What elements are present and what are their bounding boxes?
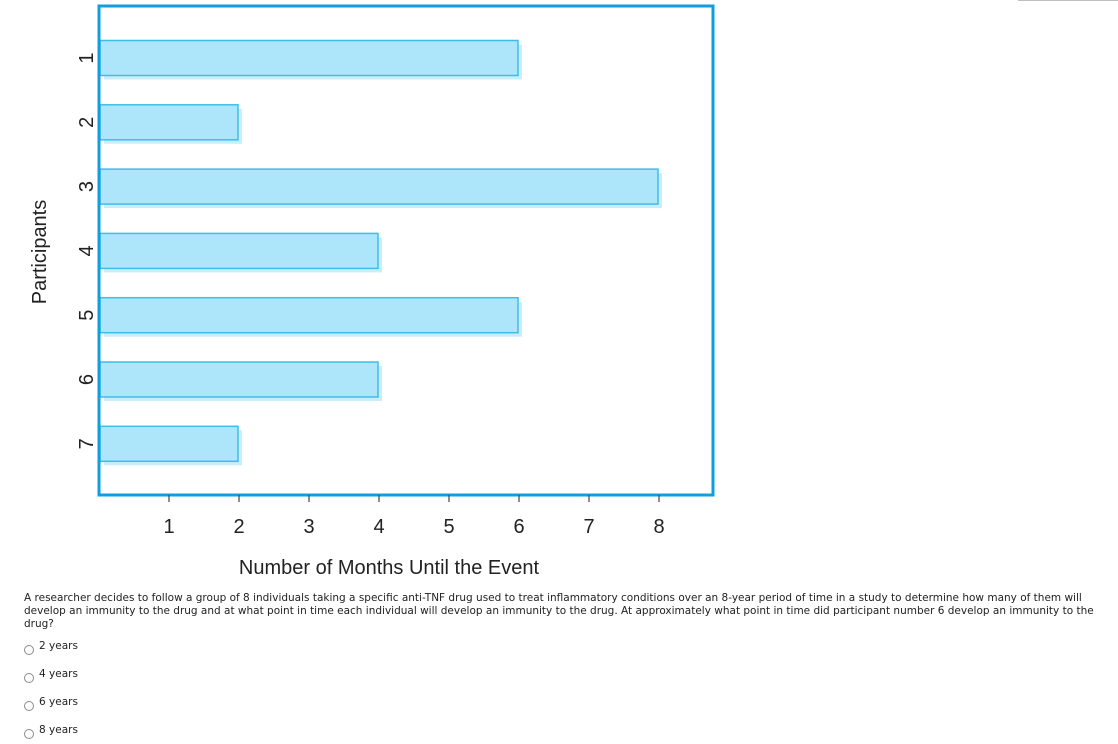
radio-button[interactable] (24, 673, 34, 683)
radio-button[interactable] (24, 645, 34, 655)
option-label: 4 years (39, 668, 78, 680)
question-text: A researcher decides to follow a group o… (24, 592, 1094, 630)
radio-button[interactable] (24, 729, 34, 739)
x-tick-label: 8 (653, 516, 664, 538)
option-label: 2 years (39, 640, 78, 652)
x-tick-label: 5 (443, 516, 454, 538)
option-4-years[interactable]: 4 years (24, 660, 78, 688)
option-label: 6 years (39, 696, 78, 708)
top-right-divider (1018, 0, 1118, 1)
bar-participant-7 (99, 425, 239, 463)
radio-button[interactable] (24, 701, 34, 711)
bar-chart: 1 2 3 4 5 6 7 1 2 3 4 5 6 7 8 Number of Months Until t… (29, 4, 715, 579)
answer-options: 2 years 4 years 6 years 8 years (24, 632, 78, 744)
x-axis-label: Number of Months Until the Event (239, 557, 540, 579)
option-2-years[interactable]: 2 years (24, 632, 78, 660)
y-tick-label: 2 (76, 117, 98, 128)
bar-participant-3 (99, 168, 659, 205)
x-tick-label: 4 (373, 516, 384, 538)
y-tick-label: 1 (76, 52, 98, 63)
bar-participant-2 (99, 104, 239, 141)
x-tick-label: 7 (583, 516, 594, 538)
x-tick-label: 1 (163, 516, 174, 538)
chart-canvas: 1 2 3 4 5 6 7 1 2 3 4 5 6 7 8 Number of Months Until t… (29, 4, 715, 579)
x-tick-label: 6 (513, 516, 524, 538)
plot-frame (97, 4, 715, 497)
y-tick-label: 3 (76, 181, 98, 192)
y-tick-label: 4 (76, 245, 98, 256)
y-tick-label: 6 (76, 374, 98, 385)
y-tick-label: 7 (76, 438, 98, 449)
bar-participant-6 (99, 361, 379, 398)
x-tick-label: 2 (233, 516, 244, 538)
option-6-years[interactable]: 6 years (24, 688, 78, 716)
option-8-years[interactable]: 8 years (24, 716, 78, 744)
x-tick-label: 3 (303, 516, 314, 538)
y-tick-label: 5 (76, 310, 98, 321)
bar-participant-5 (99, 296, 519, 334)
option-label: 8 years (39, 724, 78, 736)
bar-participant-4 (99, 232, 379, 270)
bar-participant-1 (99, 39, 519, 77)
y-axis-label: Participants (29, 200, 51, 305)
